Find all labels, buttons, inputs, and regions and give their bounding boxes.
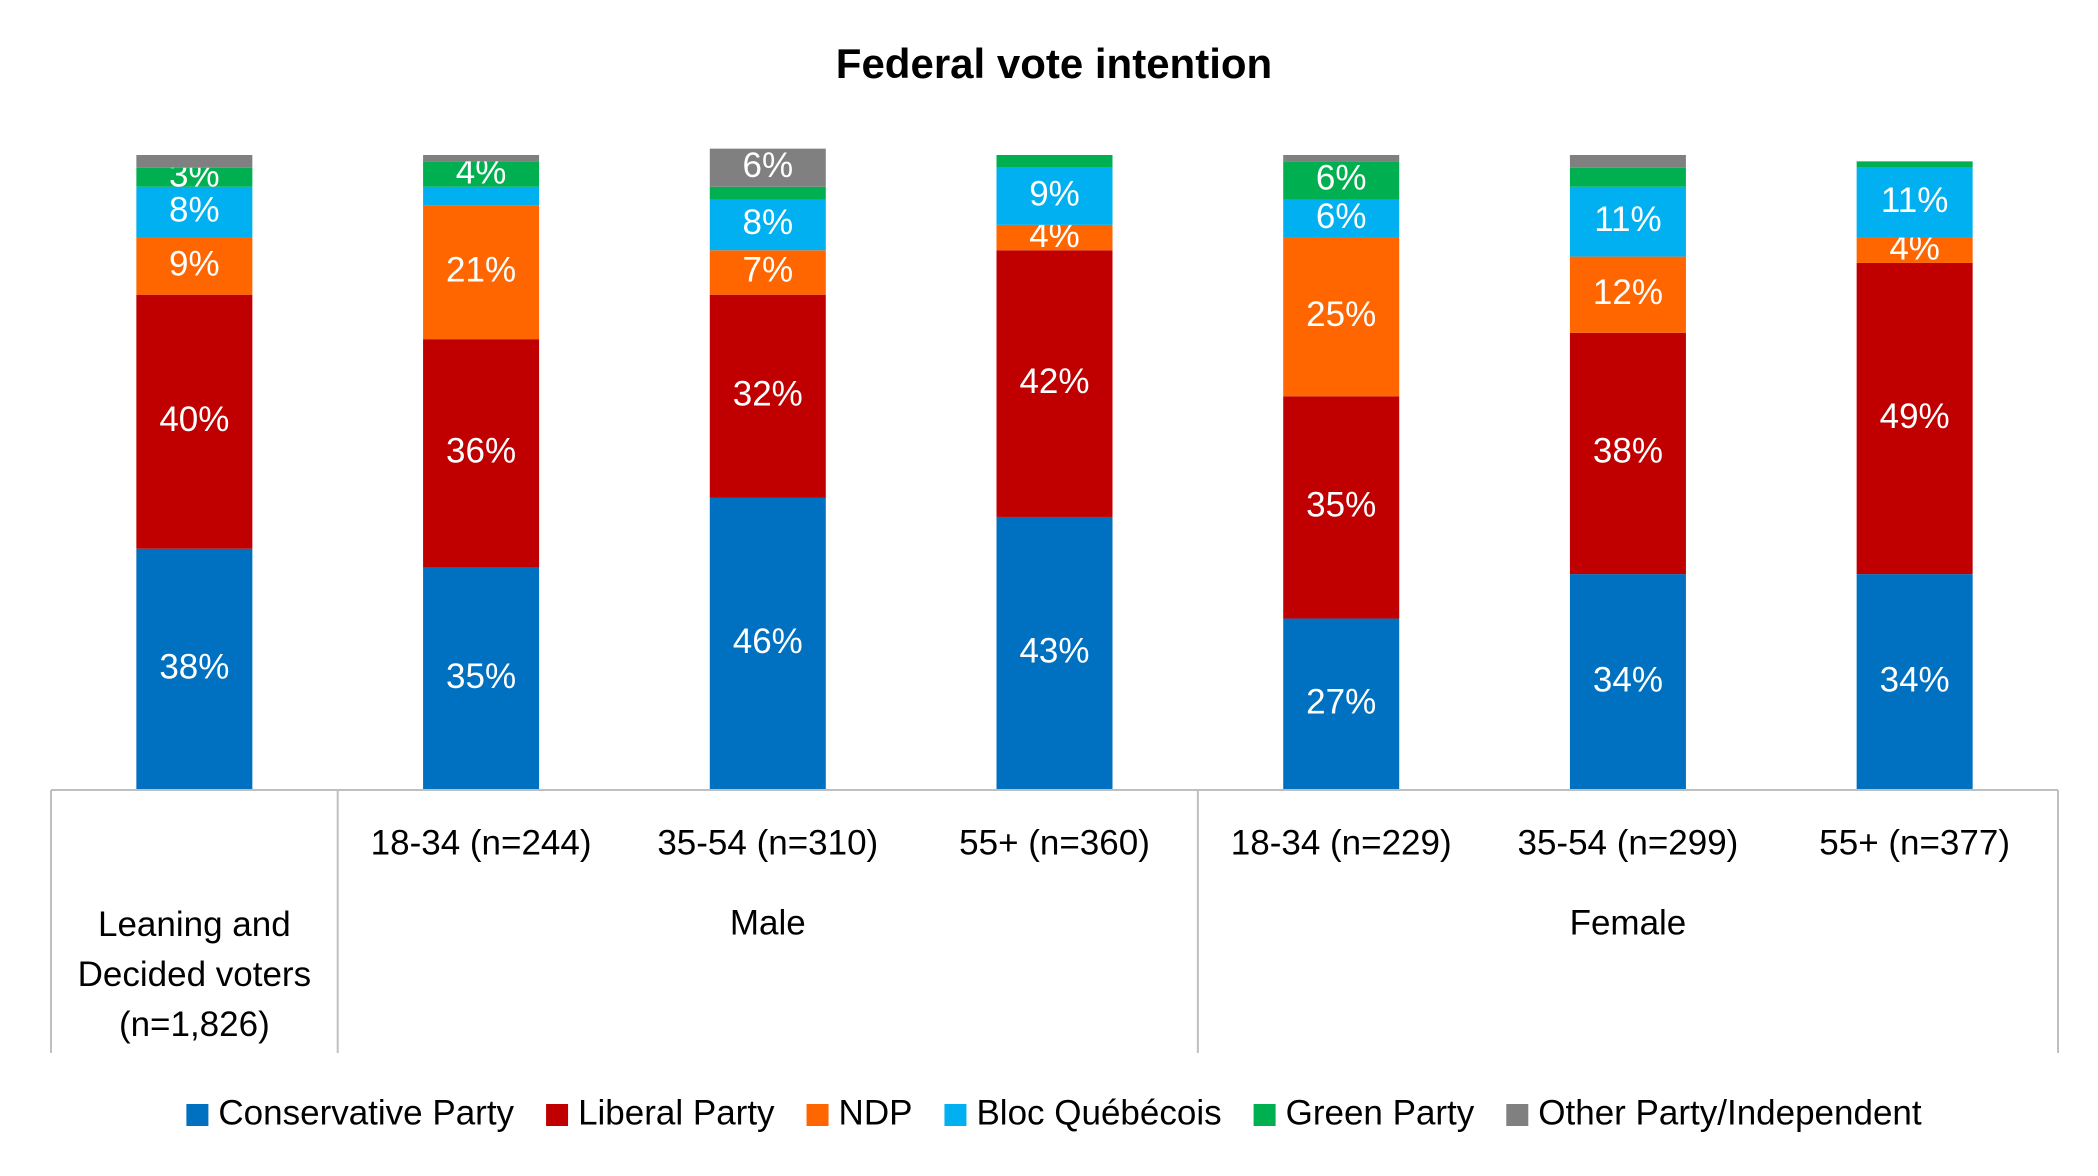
chart-title: Federal vote intention (836, 40, 1272, 87)
bar-segment (1856, 161, 1973, 168)
bar-segment (1283, 618, 1400, 790)
legend-swatch (186, 1104, 209, 1126)
legend-label: Other Party/Independent (1538, 1093, 1922, 1132)
bar-segment (423, 567, 540, 790)
data-label: 49% (1880, 397, 1950, 436)
legend-label: Bloc Québécois (976, 1093, 1221, 1132)
bar-segment (709, 199, 826, 251)
bar-segment (136, 237, 253, 295)
bar-segment (996, 167, 1113, 225)
bar-segment (136, 548, 253, 790)
x-tick-label: 55+ (n=377) (1819, 823, 2010, 862)
data-label: 9% (169, 244, 220, 283)
legend-label: Conservative Party (218, 1093, 514, 1132)
data-label: 27% (1306, 683, 1376, 722)
legend-swatch (806, 1104, 829, 1126)
data-label: 36% (446, 432, 516, 471)
data-label: 34% (1593, 660, 1663, 699)
data-label: 6% (1316, 159, 1367, 198)
bar-segment (709, 250, 826, 295)
group-label: Male (730, 903, 806, 942)
data-label: 35% (1306, 486, 1376, 525)
legend-swatch (944, 1104, 967, 1126)
data-label: 32% (733, 375, 803, 414)
legend-label: NDP (839, 1093, 913, 1132)
bar-segment (1283, 199, 1400, 238)
data-label: 25% (1306, 295, 1376, 334)
legend-swatch (1506, 1104, 1529, 1126)
data-label: 7% (742, 251, 793, 290)
legend-swatch (546, 1104, 569, 1126)
data-label: 43% (1019, 632, 1089, 671)
bar-segment (1569, 155, 1686, 168)
bar-segment (423, 186, 540, 206)
bar-segment (1283, 155, 1400, 162)
data-label: 8% (742, 203, 793, 242)
bar-segment (996, 250, 1113, 517)
x-tick-label: 18-34 (n=244) (371, 823, 592, 862)
data-label: 11% (1594, 200, 1661, 239)
data-label: 6% (742, 146, 793, 185)
bar-segment (996, 155, 1113, 168)
bar-segment (1283, 161, 1400, 200)
bar-segment (136, 167, 253, 187)
x-tick-label: 18-34 (n=229) (1231, 823, 1452, 862)
bar-segment (136, 155, 253, 168)
data-label: 34% (1880, 660, 1950, 699)
legend-swatch (1253, 1104, 1276, 1126)
bar-segment (1283, 237, 1400, 397)
bar-segment (709, 148, 826, 187)
bar-segment (1569, 574, 1686, 790)
x-tick-label: 55+ (n=360) (959, 823, 1150, 862)
bar-segment (996, 224, 1113, 251)
bar-segment (1569, 332, 1686, 575)
x-tick-label-box: Leaning and Decided voters (n=1,826) (77, 905, 312, 1044)
data-label: 8% (169, 190, 220, 229)
group-label: Female (1570, 903, 1687, 942)
x-tick-label: 35-54 (n=310) (657, 823, 878, 862)
bar-segment (1856, 237, 1973, 263)
bar-segment (1569, 186, 1686, 257)
bar-segment (1569, 256, 1686, 333)
bar-segment (1856, 574, 1973, 790)
bar-segment (1569, 167, 1686, 187)
bar-segment (1856, 262, 1973, 575)
x-tick-label: Leaning and Decided voters (n=1,826) (77, 905, 312, 1044)
data-label: 46% (733, 622, 803, 661)
data-label: 40% (159, 400, 229, 439)
data-label: 38% (1593, 432, 1663, 471)
data-label: 12% (1593, 273, 1663, 312)
bar-segment (1856, 167, 1973, 238)
bar-segment (996, 516, 1113, 790)
data-label: 38% (159, 648, 229, 687)
x-tick-label: 35-54 (n=299) (1517, 823, 1738, 862)
bar-segment (423, 339, 540, 568)
data-label: 11% (1881, 181, 1948, 220)
data-label: 21% (446, 251, 516, 290)
bar-segment (136, 294, 253, 549)
bar-segment (136, 186, 253, 238)
bar-segment (709, 294, 826, 498)
bar-segment (709, 186, 826, 200)
data-label: 35% (446, 657, 516, 696)
legend-label: Green Party (1286, 1093, 1475, 1132)
bar-segment (423, 205, 540, 340)
bar-segment (423, 155, 540, 162)
data-label: 42% (1019, 362, 1089, 401)
legend: Conservative Party Liberal Party NDP Bloc Q… (186, 1093, 1922, 1132)
bar-segment (1283, 396, 1400, 619)
bar-segment (423, 161, 540, 187)
data-label: 9% (1029, 175, 1080, 214)
legend-label: Liberal Party (578, 1093, 775, 1132)
bar-segment (709, 497, 826, 790)
data-label: 6% (1316, 197, 1367, 236)
